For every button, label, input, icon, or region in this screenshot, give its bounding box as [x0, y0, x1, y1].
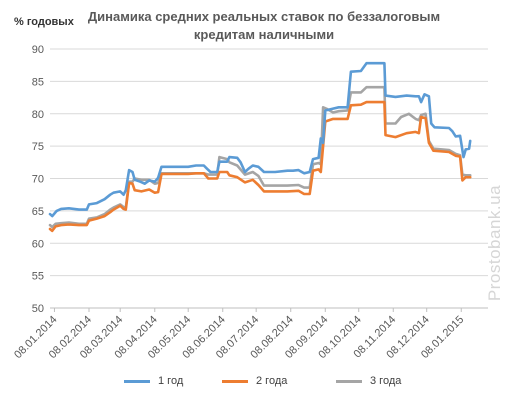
y-tick-label-90: 90	[32, 44, 44, 56]
series-line-1	[48, 61, 472, 218]
legend-label-1: 1 год	[158, 375, 184, 387]
y-tick-label-65: 65	[32, 206, 44, 218]
y-axis-unit-label: % годовых	[14, 16, 74, 28]
chart-title: Динамика средних реальных ставок по безз…	[87, 9, 441, 42]
y-tick-label-75: 75	[32, 141, 44, 153]
y-tick-label-70: 70	[32, 174, 44, 186]
legend-swatch-2	[222, 379, 248, 383]
y-tick-label-85: 85	[32, 76, 44, 88]
y-tick-label-60: 60	[32, 238, 44, 250]
series-line-3	[48, 85, 472, 229]
legend-label-3: 3 года	[370, 375, 402, 387]
legend-label-2: 2 года	[256, 375, 288, 387]
legend: 1 год 2 года 3 года	[0, 375, 513, 391]
y-tick-label-50: 50	[32, 303, 44, 315]
series-line-2	[48, 100, 472, 233]
legend-item-1: 1 год	[124, 375, 183, 387]
legend-swatch-3	[336, 379, 362, 383]
legend-item-2: 2 года	[222, 375, 287, 387]
legend-swatch-1	[124, 379, 150, 383]
watermark: Prostobank.ua	[485, 184, 504, 302]
legend-item-3: 3 года	[336, 375, 401, 387]
y-tick-label-55: 55	[32, 271, 44, 283]
y-tick-label-80: 80	[32, 109, 44, 121]
